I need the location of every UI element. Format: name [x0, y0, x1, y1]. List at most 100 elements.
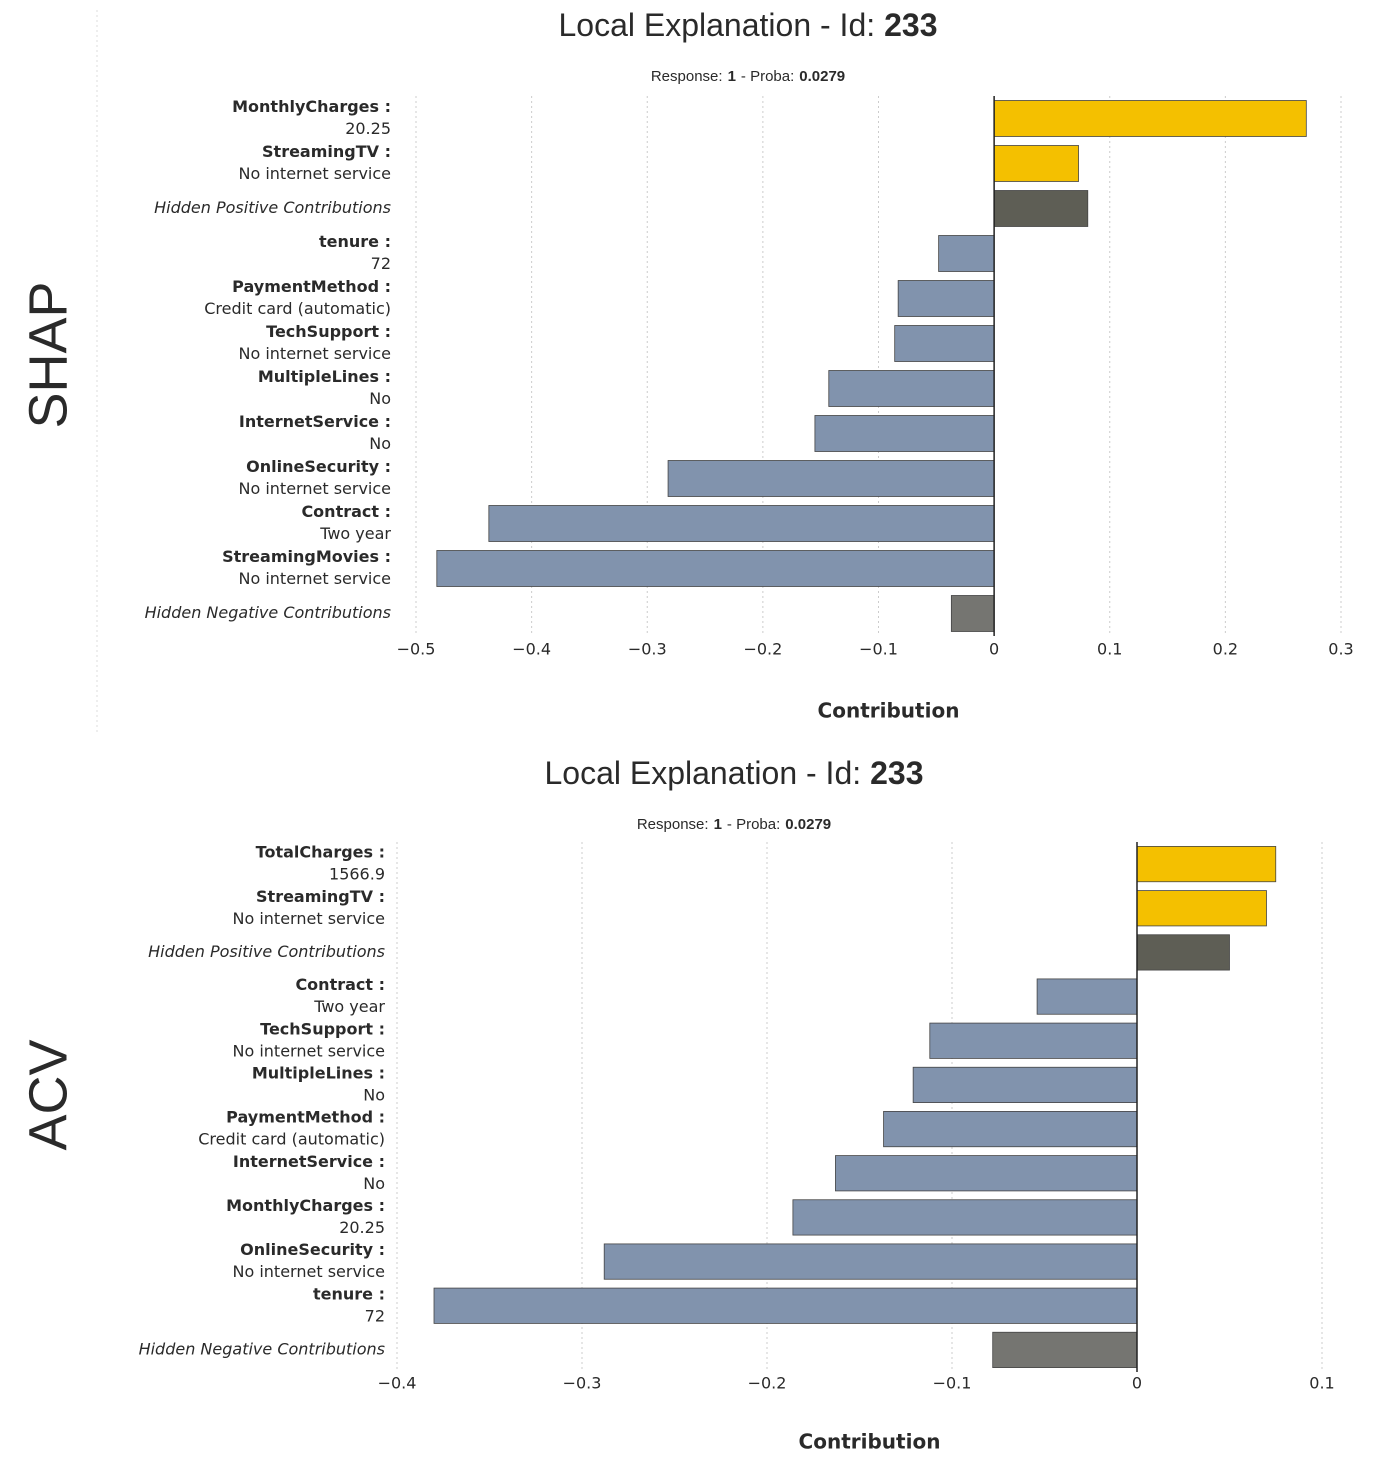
y-tick-label: Hidden Positive Contributions	[154, 198, 391, 217]
title-id: 233	[870, 755, 923, 791]
feature-value: No internet service	[233, 1262, 386, 1281]
proba: 0.0279	[799, 68, 845, 85]
feature-name: MonthlyCharges :	[232, 97, 391, 116]
feature-value: Credit card (automatic)	[198, 1130, 385, 1149]
proba: 0.0279	[785, 816, 831, 833]
bar	[993, 100, 1307, 137]
bar	[488, 505, 995, 542]
title-text: Local Explanation - Id:	[544, 755, 861, 791]
feature-name: StreamingMovies :	[222, 547, 391, 566]
bar	[992, 1331, 1138, 1368]
y-tick-label: Hidden Positive Contributions	[148, 942, 385, 961]
feature-name: StreamingTV :	[262, 142, 391, 161]
feature-name: OnlineSecurity :	[246, 457, 391, 476]
feature-value: 20.25	[345, 119, 391, 138]
chart-subtitle: Response: 1 - Proba: 0.0279	[651, 68, 845, 85]
bar	[835, 1155, 1138, 1192]
bar	[433, 1287, 1138, 1324]
chart-subtitle: Response: 1 - Proba: 0.0279	[637, 816, 831, 833]
bar	[667, 460, 995, 497]
bar	[883, 1111, 1138, 1148]
bar	[1136, 846, 1277, 883]
bar	[894, 325, 995, 362]
feature-name: tenure :	[313, 1284, 385, 1303]
y-tick-label: Hidden Negative Contributions	[139, 1339, 385, 1358]
method-label: ACV	[18, 1039, 78, 1150]
feature-value: No internet service	[239, 479, 392, 498]
feature-value: 72	[371, 254, 391, 273]
bar	[603, 1243, 1138, 1280]
bar	[938, 235, 995, 272]
x-tick-label: 0	[989, 640, 999, 659]
feature-name: MonthlyCharges :	[226, 1196, 385, 1215]
x-axis-label: Contribution	[818, 699, 960, 723]
feature-name: TechSupport :	[260, 1019, 385, 1038]
feature-value: Two year	[313, 997, 385, 1016]
feature-name: tenure :	[319, 232, 391, 251]
x-tick-label: −0.3	[628, 640, 667, 659]
feature-value: No	[363, 1085, 385, 1104]
x-tick-label: −0.5	[397, 640, 436, 659]
bar	[792, 1199, 1138, 1236]
chart-title: Local Explanation - Id: 233	[544, 755, 923, 791]
x-tick-label: −0.4	[512, 640, 551, 659]
feature-name: TotalCharges :	[256, 843, 385, 862]
bar	[912, 1066, 1138, 1103]
y-tick-label: Hidden Negative Contributions	[145, 603, 391, 622]
bar	[1136, 890, 1267, 927]
bar	[993, 145, 1079, 182]
x-tick-label: 0.1	[1097, 640, 1122, 659]
proba-label: - Proba:	[727, 816, 780, 833]
x-tick-label: 0.2	[1213, 640, 1238, 659]
feature-value: No	[363, 1174, 385, 1193]
bar	[993, 190, 1089, 227]
feature-name: PaymentMethod :	[226, 1108, 385, 1127]
x-tick-label: −0.1	[859, 640, 898, 659]
bar	[929, 1022, 1138, 1059]
feature-value: Two year	[319, 524, 391, 543]
feature-value: No	[369, 389, 391, 408]
feature-value: 1566.9	[329, 865, 385, 884]
feature-name: TechSupport :	[266, 322, 391, 341]
feature-value: Credit card (automatic)	[204, 299, 391, 318]
feature-name: Contract :	[295, 975, 385, 994]
feature-name: InternetService :	[239, 412, 391, 431]
feature-name: Contract :	[301, 502, 391, 521]
method-label: SHAP	[18, 281, 78, 428]
response-label: Response:	[637, 816, 709, 833]
x-tick-label: −0.3	[563, 1374, 602, 1393]
bar	[950, 595, 995, 632]
feature-value: 72	[365, 1306, 385, 1325]
bar	[814, 415, 995, 452]
x-tick-label: −0.2	[743, 640, 782, 659]
feature-value: 20.25	[339, 1218, 385, 1237]
bar	[436, 550, 995, 587]
x-tick-label: −0.2	[748, 1374, 787, 1393]
proba-label: - Proba:	[741, 68, 794, 85]
feature-name: StreamingTV :	[256, 887, 385, 906]
title-id: 233	[884, 7, 937, 43]
feature-value: No internet service	[239, 344, 392, 363]
bar	[1136, 934, 1230, 971]
feature-value: No internet service	[233, 909, 386, 928]
response: 1	[714, 816, 722, 833]
x-axis-label: Contribution	[799, 1430, 941, 1454]
response-label: Response:	[651, 68, 723, 85]
feature-name: MultipleLines :	[252, 1063, 385, 1082]
bar	[828, 370, 995, 407]
bar	[897, 280, 995, 317]
feature-name: PaymentMethod :	[232, 277, 391, 296]
feature-value: No internet service	[233, 1041, 386, 1060]
x-tick-label: 0	[1132, 1374, 1142, 1393]
chart-title: Local Explanation - Id: 233	[558, 7, 937, 43]
x-tick-label: −0.1	[933, 1374, 972, 1393]
feature-name: MultipleLines :	[258, 367, 391, 386]
feature-name: OnlineSecurity :	[240, 1240, 385, 1259]
feature-value: No	[369, 434, 391, 453]
bar	[1036, 978, 1138, 1015]
feature-value: No internet service	[239, 569, 392, 588]
response: 1	[728, 68, 736, 85]
title-text: Local Explanation - Id:	[558, 7, 875, 43]
feature-value: No internet service	[239, 164, 392, 183]
